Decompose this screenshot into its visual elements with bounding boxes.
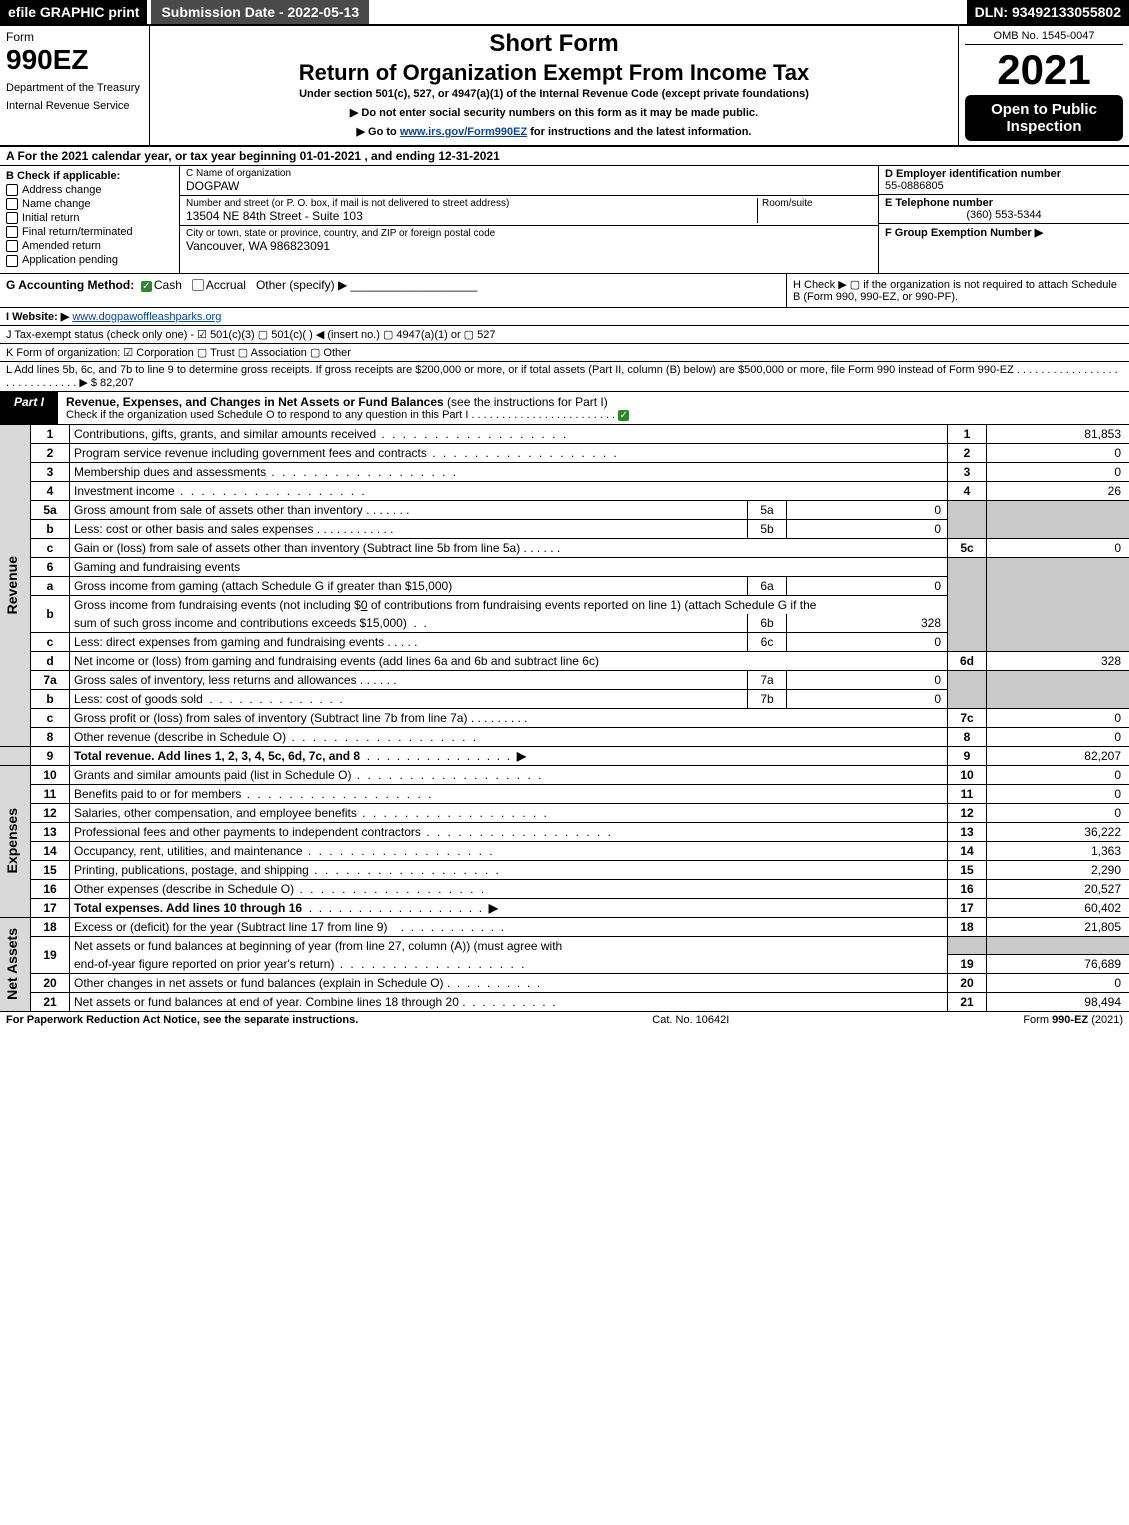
row-11: 11 Benefits paid to or for members 11 0 — [0, 784, 1129, 803]
section-a: A For the 2021 calendar year, or tax yea… — [0, 147, 1129, 166]
c-city: City or town, state or province, country… — [180, 226, 878, 255]
chk-name-change[interactable]: Name change — [6, 198, 173, 210]
col-b: B Check if applicable: Address change Na… — [0, 166, 180, 273]
submission-date: Submission Date - 2022-05-13 — [151, 0, 369, 24]
dept-treasury: Department of the Treasury — [6, 82, 143, 94]
tax-year: 2021 — [965, 49, 1123, 91]
note-ssn: ▶ Do not enter social security numbers o… — [156, 106, 952, 119]
row-9: 9 Total revenue. Add lines 1, 2, 3, 4, 5… — [0, 746, 1129, 765]
short-form-label: Short Form — [156, 30, 952, 58]
part1-subtext: Check if the organization used Schedule … — [66, 409, 1121, 421]
efile-label[interactable]: efile GRAPHIC print — [0, 0, 147, 24]
h-schedule-b: H Check ▶ ▢ if the organization is not r… — [786, 274, 1129, 307]
row-4: 4 Investment income 4 26 — [0, 481, 1129, 500]
g-accounting: G Accounting Method: ✓Cash Accrual Other… — [0, 274, 786, 307]
row-19b: end-of-year figure reported on prior yea… — [0, 955, 1129, 974]
form-subtitle: Under section 501(c), 527, or 4947(a)(1)… — [156, 88, 952, 100]
row-14: 14 Occupancy, rent, utilities, and maint… — [0, 841, 1129, 860]
row-3: 3 Membership dues and assessments 3 0 — [0, 462, 1129, 481]
form-number: 990EZ — [6, 44, 143, 76]
top-bar: efile GRAPHIC print Submission Date - 20… — [0, 0, 1129, 26]
row-6: 6 Gaming and fundraising events — [0, 557, 1129, 576]
i-website: I Website: ▶ www.dogpawoffleashparks.org — [0, 308, 1129, 326]
col-c: C Name of organization DOGPAW Number and… — [180, 166, 879, 273]
chk-address-change[interactable]: Address change — [6, 184, 173, 196]
check-cash-icon: ✓ — [141, 281, 152, 292]
e-phone: E Telephone number (360) 553-5344 — [879, 195, 1129, 224]
row-2: 2 Program service revenue including gove… — [0, 443, 1129, 462]
chk-final-return[interactable]: Final return/terminated — [6, 226, 173, 238]
row-17: 17 Total expenses. Add lines 10 through … — [0, 898, 1129, 917]
footer-left: For Paperwork Reduction Act Notice, see … — [6, 1014, 358, 1026]
row-8: 8 Other revenue (describe in Schedule O)… — [0, 727, 1129, 746]
open-to-public: Open to Public Inspection — [965, 95, 1123, 141]
row-19a: 19 Net assets or fund balances at beginn… — [0, 936, 1129, 955]
f-group: F Group Exemption Number ▶ — [879, 224, 1129, 241]
row-12: 12 Salaries, other compensation, and emp… — [0, 803, 1129, 822]
form-title: Return of Organization Exempt From Incom… — [156, 60, 952, 86]
row-1: Revenue 1 Contributions, gifts, grants, … — [0, 425, 1129, 444]
page-footer: For Paperwork Reduction Act Notice, see … — [0, 1012, 1129, 1028]
part1-header: Part I Revenue, Expenses, and Changes in… — [0, 392, 1129, 425]
form-label: Form — [6, 30, 143, 44]
col-def: D Employer identification number 55-0886… — [879, 166, 1129, 273]
row-10: Expenses 10 Grants and similar amounts p… — [0, 765, 1129, 784]
row-5c: c Gain or (loss) from sale of assets oth… — [0, 538, 1129, 557]
sidecat-netassets: Net Assets — [4, 928, 20, 1000]
part1-tag: Part I — [0, 392, 58, 424]
row-15: 15 Printing, publications, postage, and … — [0, 860, 1129, 879]
header-mid: Short Form Return of Organization Exempt… — [150, 26, 959, 145]
header-left: Form 990EZ Department of the Treasury In… — [0, 26, 150, 145]
footer-catno: Cat. No. 10642I — [652, 1014, 729, 1026]
footer-right: Form 990-EZ (2021) — [1023, 1014, 1123, 1026]
check-scho-icon: ✓ — [618, 410, 629, 421]
row-7c: c Gross profit or (loss) from sales of i… — [0, 708, 1129, 727]
c-name: C Name of organization DOGPAW — [180, 166, 878, 196]
sidecat-revenue: Revenue — [4, 556, 20, 614]
row-16: 16 Other expenses (describe in Schedule … — [0, 879, 1129, 898]
irs-link[interactable]: www.irs.gov/Form990EZ — [400, 126, 527, 138]
check-accrual-icon[interactable] — [192, 279, 204, 291]
row-7a: 7a Gross sales of inventory, less return… — [0, 670, 1129, 689]
row-21: 21 Net assets or fund balances at end of… — [0, 993, 1129, 1012]
part1-title: Revenue, Expenses, and Changes in Net As… — [58, 392, 1129, 424]
form-header: Form 990EZ Department of the Treasury In… — [0, 26, 1129, 147]
omb-number: OMB No. 1545-0047 — [965, 30, 1123, 45]
row-5a: 5a Gross amount from sale of assets othe… — [0, 500, 1129, 519]
d-ein: D Employer identification number 55-0886… — [879, 166, 1129, 195]
block-bcdef: B Check if applicable: Address change Na… — [0, 166, 1129, 274]
row-18: Net Assets 18 Excess or (deficit) for th… — [0, 917, 1129, 936]
dept-irs: Internal Revenue Service — [6, 100, 143, 112]
lines-table: Revenue 1 Contributions, gifts, grants, … — [0, 425, 1129, 1013]
b-header: B Check if applicable: — [6, 170, 173, 182]
sidecat-expenses: Expenses — [4, 808, 20, 873]
j-tax-exempt: J Tax-exempt status (check only one) - ☑… — [0, 326, 1129, 344]
note-goto: ▶ Go to www.irs.gov/Form990EZ for instru… — [156, 125, 952, 138]
dln-label: DLN: 93492133055802 — [967, 0, 1129, 24]
row-13: 13 Professional fees and other payments … — [0, 822, 1129, 841]
chk-initial-return[interactable]: Initial return — [6, 212, 173, 224]
row-6d: d Net income or (loss) from gaming and f… — [0, 651, 1129, 670]
l-gross-receipts: L Add lines 5b, 6c, and 7b to line 9 to … — [0, 362, 1129, 392]
row-20: 20 Other changes in net assets or fund b… — [0, 974, 1129, 993]
chk-amended[interactable]: Amended return — [6, 240, 173, 252]
k-form-org: K Form of organization: ☑ Corporation ▢ … — [0, 344, 1129, 362]
row-gh: G Accounting Method: ✓Cash Accrual Other… — [0, 274, 1129, 308]
website-link[interactable]: www.dogpawoffleashparks.org — [72, 311, 221, 323]
header-right: OMB No. 1545-0047 2021 Open to Public In… — [959, 26, 1129, 145]
chk-application-pending[interactable]: Application pending — [6, 254, 173, 266]
c-address: Number and street (or P. O. box, if mail… — [180, 196, 878, 226]
